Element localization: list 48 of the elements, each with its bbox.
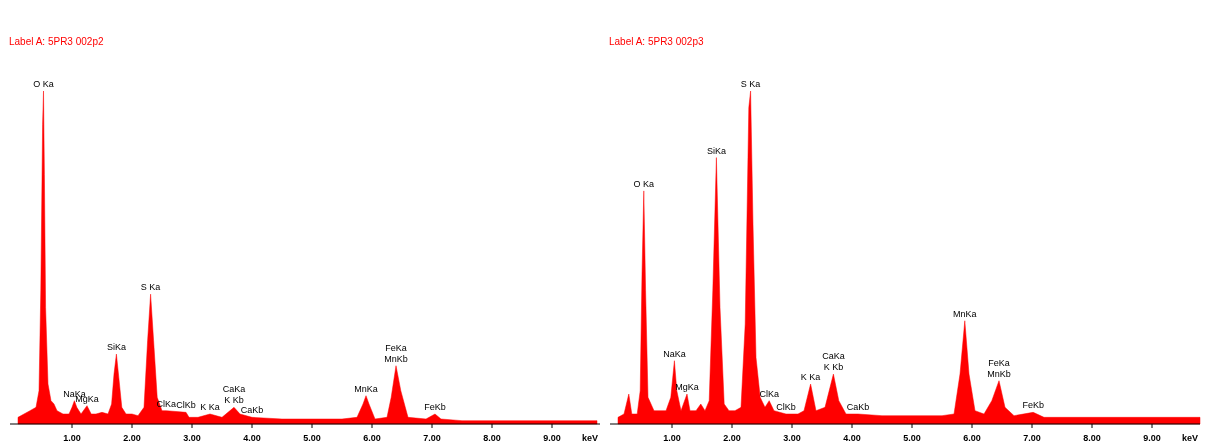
annotation: CaKa	[222, 384, 246, 395]
x-tick-label: 3.00	[783, 433, 801, 443]
chart-subtitle: Label A: 5PR3 002p2	[9, 36, 104, 47]
x-tick-label: 4.00	[843, 433, 861, 443]
annotation: S Ka	[740, 79, 761, 89]
annotation: K Ka	[200, 402, 220, 413]
x-tick-label: 9.00	[543, 433, 561, 443]
x-tick-label: 5.00	[303, 433, 321, 443]
x-tick-label: 7.00	[1023, 433, 1041, 443]
x-tick-label: 3.00	[183, 433, 201, 443]
annotation: FeKb	[1022, 400, 1044, 411]
annotation: FeKa	[988, 357, 1010, 368]
x-tick-label: 8.00	[483, 433, 501, 443]
annotation: ClKa	[759, 388, 779, 399]
annotation: FeKb	[424, 402, 446, 413]
annotation: MnKa	[354, 383, 378, 394]
annotation: MnKb	[384, 353, 408, 364]
x-tick-label: 7.00	[423, 433, 441, 443]
x-tick-label: 9.00	[1143, 433, 1161, 443]
x-tick-label: 6.00	[363, 433, 381, 443]
annotation: SiKa	[706, 145, 726, 156]
x-tick-label: 8.00	[1083, 433, 1101, 443]
x-tick-label: 4.00	[243, 433, 261, 443]
x-tick-label: 1.00	[663, 433, 681, 443]
annotation: S Ka	[140, 282, 161, 293]
annotation: CaKa	[822, 351, 845, 362]
annotation: O Ka	[33, 79, 54, 89]
annotation: CaKb	[846, 402, 870, 413]
x-tick-label: 6.00	[963, 433, 981, 443]
annotation: K Ka	[800, 372, 821, 383]
annotation: ClKb	[176, 400, 196, 411]
x-tick-label: 1.00	[63, 433, 81, 443]
annotation: CaKb	[240, 405, 264, 416]
annotation: SiKa	[106, 342, 126, 353]
annotation: MnKa	[953, 308, 977, 319]
x-tick-label: 5.00	[903, 433, 921, 443]
annotation: FeKa	[385, 342, 407, 353]
annotation: K Kb	[224, 395, 244, 406]
x-tick-label: 2.00	[723, 433, 741, 443]
annotation: MnKb	[987, 368, 1011, 379]
x-axis-title: keV	[1181, 433, 1199, 443]
annotation: ClKb	[776, 402, 796, 413]
x-axis-title: keV	[581, 433, 599, 443]
annotation: K Kb	[823, 362, 844, 373]
annotation: NaKa	[663, 348, 686, 359]
annotation: O Ka	[633, 178, 655, 189]
chart-subtitle: Label A: 5PR3 002p3	[609, 36, 704, 47]
x-tick-label: 2.00	[123, 433, 141, 443]
